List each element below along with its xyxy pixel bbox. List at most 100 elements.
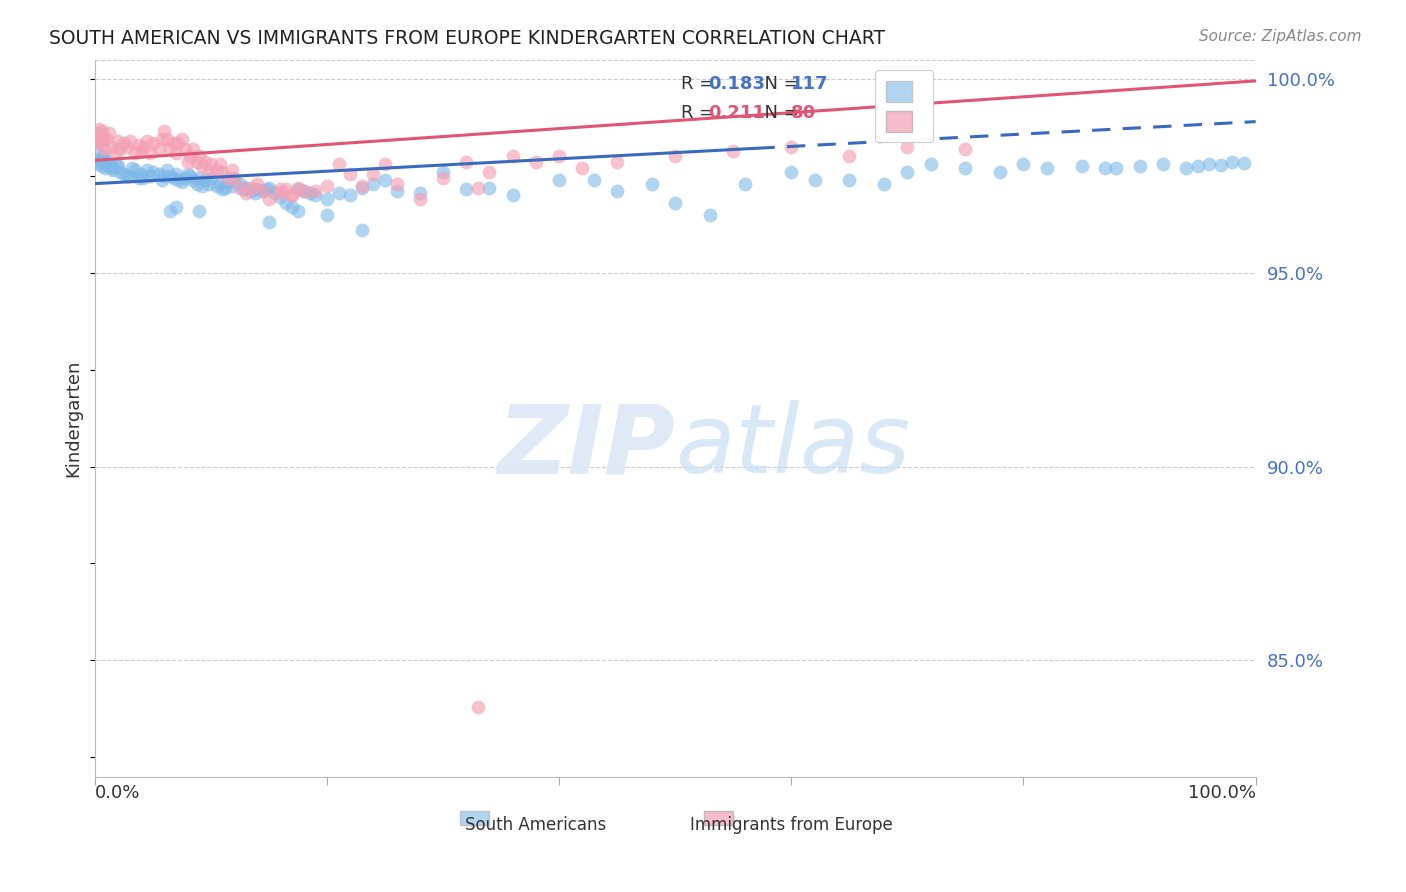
Point bbox=[86, 126, 108, 140]
Point bbox=[803, 173, 825, 187]
Point bbox=[432, 170, 454, 185]
Point bbox=[664, 196, 686, 211]
Point bbox=[316, 208, 339, 222]
Point bbox=[124, 145, 146, 160]
Point bbox=[269, 190, 291, 204]
Point bbox=[456, 155, 478, 169]
Point bbox=[363, 167, 385, 181]
Point bbox=[84, 134, 107, 148]
Point bbox=[107, 159, 129, 173]
Point bbox=[90, 124, 112, 138]
Point bbox=[132, 170, 155, 185]
Point bbox=[110, 165, 132, 179]
Point bbox=[1222, 155, 1244, 169]
Point bbox=[478, 180, 501, 194]
Point bbox=[176, 167, 198, 181]
Text: SOUTH AMERICAN VS IMMIGRANTS FROM EUROPE KINDERGARTEN CORRELATION CHART: SOUTH AMERICAN VS IMMIGRANTS FROM EUROPE… bbox=[49, 29, 886, 47]
Point bbox=[456, 182, 478, 196]
Point bbox=[838, 173, 860, 187]
Point bbox=[156, 132, 179, 146]
Point bbox=[107, 134, 129, 148]
Point bbox=[165, 167, 187, 181]
Point bbox=[257, 215, 280, 229]
Point bbox=[350, 180, 373, 194]
Text: N =: N = bbox=[754, 104, 804, 122]
Point bbox=[385, 177, 408, 191]
Point bbox=[252, 185, 274, 199]
Legend: , : , bbox=[876, 70, 934, 143]
Point bbox=[197, 165, 219, 179]
Point bbox=[188, 170, 211, 185]
Point bbox=[1152, 157, 1174, 171]
Point bbox=[467, 699, 489, 714]
FancyBboxPatch shape bbox=[460, 811, 489, 825]
Point bbox=[165, 145, 187, 160]
Point bbox=[94, 161, 117, 175]
Text: 0.211: 0.211 bbox=[707, 104, 765, 122]
Point bbox=[1035, 161, 1057, 175]
Point bbox=[129, 144, 152, 158]
Point bbox=[723, 144, 745, 158]
Point bbox=[235, 180, 257, 194]
Point bbox=[110, 142, 132, 156]
Point bbox=[93, 142, 115, 156]
Point bbox=[920, 157, 942, 171]
Point bbox=[117, 169, 139, 183]
Point bbox=[148, 142, 170, 156]
Point bbox=[1187, 159, 1209, 173]
Point bbox=[467, 180, 489, 194]
Point bbox=[128, 170, 150, 185]
Point bbox=[211, 182, 233, 196]
Point bbox=[292, 185, 315, 199]
Point bbox=[194, 173, 217, 187]
Text: ZIP: ZIP bbox=[498, 401, 675, 493]
Point bbox=[96, 159, 118, 173]
Point bbox=[89, 145, 111, 160]
Point bbox=[409, 186, 432, 201]
Point bbox=[200, 170, 222, 185]
Point bbox=[734, 177, 756, 191]
Point bbox=[240, 180, 263, 194]
Point bbox=[606, 185, 628, 199]
Point bbox=[87, 134, 110, 148]
Point bbox=[87, 157, 110, 171]
Point bbox=[194, 155, 217, 169]
Text: South Americans: South Americans bbox=[465, 816, 606, 834]
Point bbox=[350, 178, 373, 193]
Text: 0.183: 0.183 bbox=[707, 76, 765, 94]
Point bbox=[183, 142, 205, 156]
Point bbox=[132, 140, 155, 154]
Point bbox=[350, 223, 373, 237]
Point bbox=[838, 149, 860, 163]
Point bbox=[159, 142, 181, 156]
Point bbox=[179, 149, 201, 163]
Point bbox=[780, 165, 803, 179]
Point bbox=[96, 132, 118, 146]
Point bbox=[142, 165, 165, 179]
Point bbox=[287, 182, 309, 196]
Point bbox=[328, 157, 350, 171]
Point bbox=[606, 155, 628, 169]
Point bbox=[150, 132, 173, 146]
Point bbox=[104, 157, 127, 171]
Point bbox=[339, 167, 361, 181]
Point bbox=[955, 142, 977, 156]
Point bbox=[257, 180, 280, 194]
Point bbox=[524, 155, 547, 169]
Point bbox=[432, 165, 454, 179]
Point bbox=[159, 203, 181, 218]
Point bbox=[292, 185, 315, 199]
Point bbox=[221, 178, 243, 193]
Point bbox=[186, 177, 208, 191]
Point bbox=[205, 163, 228, 178]
Point bbox=[1233, 156, 1256, 170]
Point bbox=[97, 126, 120, 140]
Point bbox=[190, 178, 212, 193]
Point bbox=[153, 124, 176, 138]
Point bbox=[548, 149, 571, 163]
Point bbox=[118, 134, 141, 148]
Point bbox=[200, 157, 222, 171]
Point bbox=[205, 178, 228, 193]
Point bbox=[209, 157, 232, 171]
Point bbox=[214, 180, 236, 194]
